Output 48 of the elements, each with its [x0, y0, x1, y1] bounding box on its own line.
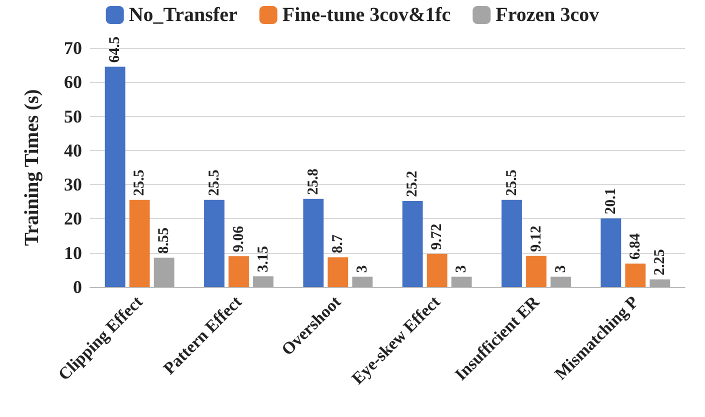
data-label: 9.06: [230, 225, 247, 252]
bar: [228, 256, 249, 287]
data-label: 3: [552, 265, 569, 273]
y-tick-label: 30: [64, 174, 82, 195]
data-label: 3.15: [255, 246, 272, 272]
bar: [451, 276, 472, 287]
bar: [303, 198, 324, 287]
data-label: 25.8: [305, 168, 322, 195]
data-label: 3: [454, 265, 470, 273]
y-tick-label: 20: [64, 208, 82, 229]
data-label: 64.5: [107, 36, 124, 63]
bar: [502, 200, 522, 287]
bar: [426, 254, 448, 287]
data-label: 2.25: [652, 249, 668, 276]
bar: [650, 279, 670, 287]
y-tick-label: 0: [73, 277, 82, 297]
legend-label: Frozen 3cov: [496, 4, 600, 26]
bar: [204, 200, 224, 287]
bar: [328, 257, 348, 287]
data-label: 6.84: [627, 232, 644, 260]
legend-label: Fine-tune 3cov&1fc: [282, 4, 451, 26]
bar: [526, 256, 546, 287]
bar: [625, 264, 646, 287]
data-label: 9.72: [429, 224, 446, 250]
data-label: 25.5: [504, 170, 520, 196]
bar: [253, 276, 274, 287]
data-label: 25.2: [404, 170, 421, 197]
data-label: 25.5: [132, 170, 148, 196]
bar: [600, 218, 622, 287]
data-label: 3: [354, 265, 370, 273]
y-tick-label: 70: [64, 38, 82, 58]
y-tick-label: 60: [64, 72, 82, 92]
data-label: 8.7: [330, 234, 346, 254]
bar: [352, 276, 373, 287]
y-tick-label: 40: [64, 140, 82, 160]
data-label: 9.12: [528, 226, 544, 252]
y-tick-label: 50: [64, 106, 82, 126]
bar: [402, 200, 423, 287]
legend-label: No_Transfer: [128, 4, 238, 26]
bar: [154, 258, 174, 287]
bar: [129, 200, 150, 287]
bar: [550, 276, 571, 287]
data-label: 20.1: [602, 188, 619, 214]
y-axis-title: Training Times (s): [21, 89, 43, 246]
data-label: 25.5: [206, 170, 222, 196]
bar: [104, 66, 126, 287]
y-tick-label: 10: [64, 242, 82, 263]
data-label: 8.55: [156, 228, 172, 254]
